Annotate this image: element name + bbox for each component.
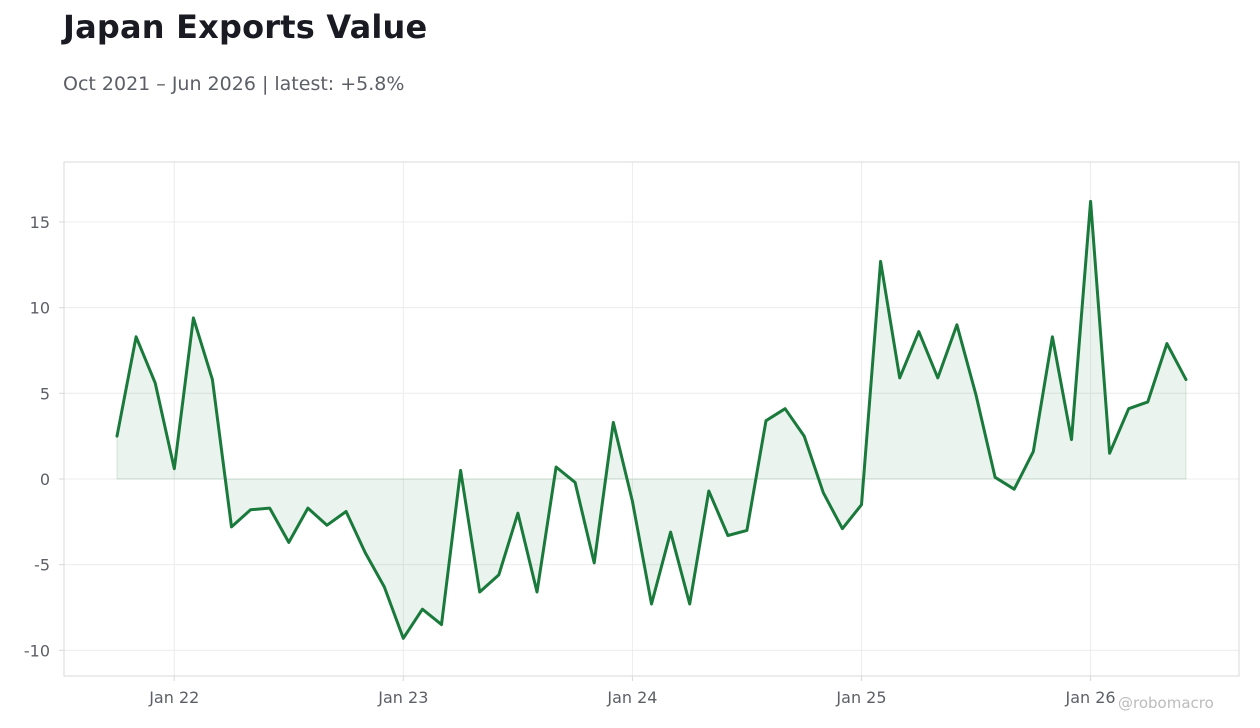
data-point xyxy=(383,585,386,588)
data-point xyxy=(994,476,997,479)
area-fill xyxy=(116,201,1187,640)
data-point xyxy=(898,376,901,379)
data-point xyxy=(536,591,539,594)
data-point xyxy=(1089,200,1092,203)
data-point xyxy=(860,503,863,506)
y-tick-label: 5 xyxy=(40,384,50,403)
x-tick-label: Jan 25 xyxy=(835,688,886,707)
series-line xyxy=(115,199,1188,640)
data-point xyxy=(345,510,348,513)
data-point xyxy=(726,534,729,537)
data-point xyxy=(230,525,233,528)
data-point xyxy=(1127,407,1130,410)
data-point xyxy=(1185,378,1188,381)
data-point xyxy=(459,469,462,472)
data-point xyxy=(936,376,939,379)
data-point xyxy=(803,435,806,438)
data-point xyxy=(917,330,920,333)
data-point xyxy=(650,603,653,606)
data-point xyxy=(822,491,825,494)
data-point xyxy=(612,421,615,424)
data-point xyxy=(154,382,157,385)
data-point xyxy=(135,335,138,338)
data-point xyxy=(593,561,596,564)
data-point xyxy=(1051,335,1054,338)
y-tick-label: -10 xyxy=(24,641,50,660)
data-point xyxy=(955,323,958,326)
x-tick-label: Jan 26 xyxy=(1064,688,1115,707)
x-tick-label: Jan 22 xyxy=(148,688,199,707)
watermark: @robomacro xyxy=(1118,694,1214,712)
y-tick-label: -5 xyxy=(34,556,50,575)
plot-frame xyxy=(63,161,1240,677)
data-point xyxy=(574,481,577,484)
data-point xyxy=(211,378,214,381)
chart-title: Japan Exports Value xyxy=(63,8,428,46)
data-point xyxy=(306,507,309,510)
data-point xyxy=(497,573,500,576)
data-point xyxy=(1146,400,1149,403)
data-point xyxy=(440,623,443,626)
data-point xyxy=(841,527,844,530)
data-point xyxy=(326,524,329,527)
data-point xyxy=(249,508,252,511)
data-point xyxy=(975,394,978,397)
y-tick-label: 0 xyxy=(40,470,50,489)
data-point xyxy=(1165,342,1168,345)
y-tick-label: 10 xyxy=(30,299,50,318)
data-point xyxy=(364,551,367,554)
data-point xyxy=(1013,488,1016,491)
data-point xyxy=(784,407,787,410)
data-point xyxy=(1070,438,1073,441)
data-point xyxy=(421,608,424,611)
x-tick-label: Jan 24 xyxy=(606,688,657,707)
data-point xyxy=(268,507,271,510)
data-point xyxy=(1032,450,1035,453)
data-point xyxy=(402,637,405,640)
data-point xyxy=(1108,452,1111,455)
data-point xyxy=(631,500,634,503)
data-point xyxy=(745,529,748,532)
data-point xyxy=(879,260,882,263)
data-point xyxy=(765,419,768,422)
data-point xyxy=(116,435,119,438)
data-point xyxy=(555,466,558,469)
data-point xyxy=(688,603,691,606)
data-point xyxy=(192,316,195,319)
y-tick-label: 15 xyxy=(30,213,50,232)
data-point xyxy=(173,467,176,470)
data-point xyxy=(287,541,290,544)
data-point xyxy=(669,531,672,534)
chart-subtitle: Oct 2021 – Jun 2026 | latest: +5.8% xyxy=(63,73,405,95)
data-point xyxy=(516,512,519,515)
x-tick-label: Jan 23 xyxy=(377,688,428,707)
data-point xyxy=(478,591,481,594)
data-point xyxy=(707,490,710,493)
